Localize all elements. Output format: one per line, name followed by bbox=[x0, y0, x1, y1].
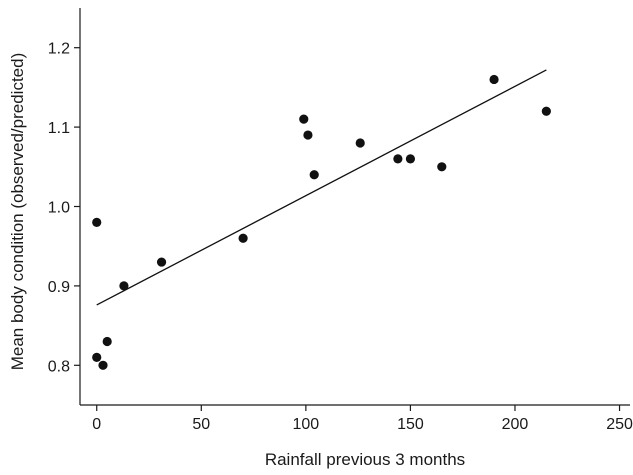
data-point bbox=[437, 162, 447, 172]
data-point bbox=[102, 336, 112, 347]
plot-area: 0 50 100 150 200 250 0.8 0.9 1.0 1.1 1.2 bbox=[48, 8, 633, 433]
data-point bbox=[92, 352, 102, 362]
data-point bbox=[405, 154, 416, 164]
x-tick-label: 150 bbox=[397, 416, 424, 433]
x-tick-label: 100 bbox=[293, 416, 320, 433]
x-tick-label: 200 bbox=[502, 416, 529, 433]
data-point bbox=[98, 360, 108, 370]
data-point bbox=[156, 257, 167, 267]
x-axis-title: Rainfall previous 3 months bbox=[265, 450, 465, 469]
y-tick-label: 1.0 bbox=[48, 200, 70, 217]
y-tick-label: 0.8 bbox=[48, 358, 70, 375]
y-tick-label: 0.9 bbox=[48, 279, 70, 296]
regression-line bbox=[96, 69, 547, 306]
x-tick-label: 50 bbox=[192, 416, 210, 433]
trendline-layer bbox=[96, 69, 547, 306]
x-tick-label: 250 bbox=[606, 416, 633, 433]
x-axis-ticks: 0 50 100 150 200 250 bbox=[92, 405, 633, 433]
y-axis-title: Mean body condition (observed/predicted) bbox=[8, 53, 27, 371]
y-tick-label: 1.1 bbox=[48, 120, 70, 137]
y-tick-label: 1.2 bbox=[48, 41, 70, 58]
data-point bbox=[541, 106, 551, 116]
data-point bbox=[119, 281, 129, 291]
data-point bbox=[355, 138, 365, 148]
data-point bbox=[92, 217, 102, 227]
data-point bbox=[238, 233, 248, 243]
data-point bbox=[489, 74, 499, 85]
data-point bbox=[309, 170, 319, 180]
data-point bbox=[393, 154, 403, 164]
data-point bbox=[299, 114, 309, 124]
y-axis-ticks: 0.8 0.9 1.0 1.1 1.2 bbox=[48, 41, 80, 375]
data-point bbox=[303, 130, 313, 140]
data-points bbox=[92, 74, 551, 370]
x-tick-label: 0 bbox=[92, 416, 101, 433]
